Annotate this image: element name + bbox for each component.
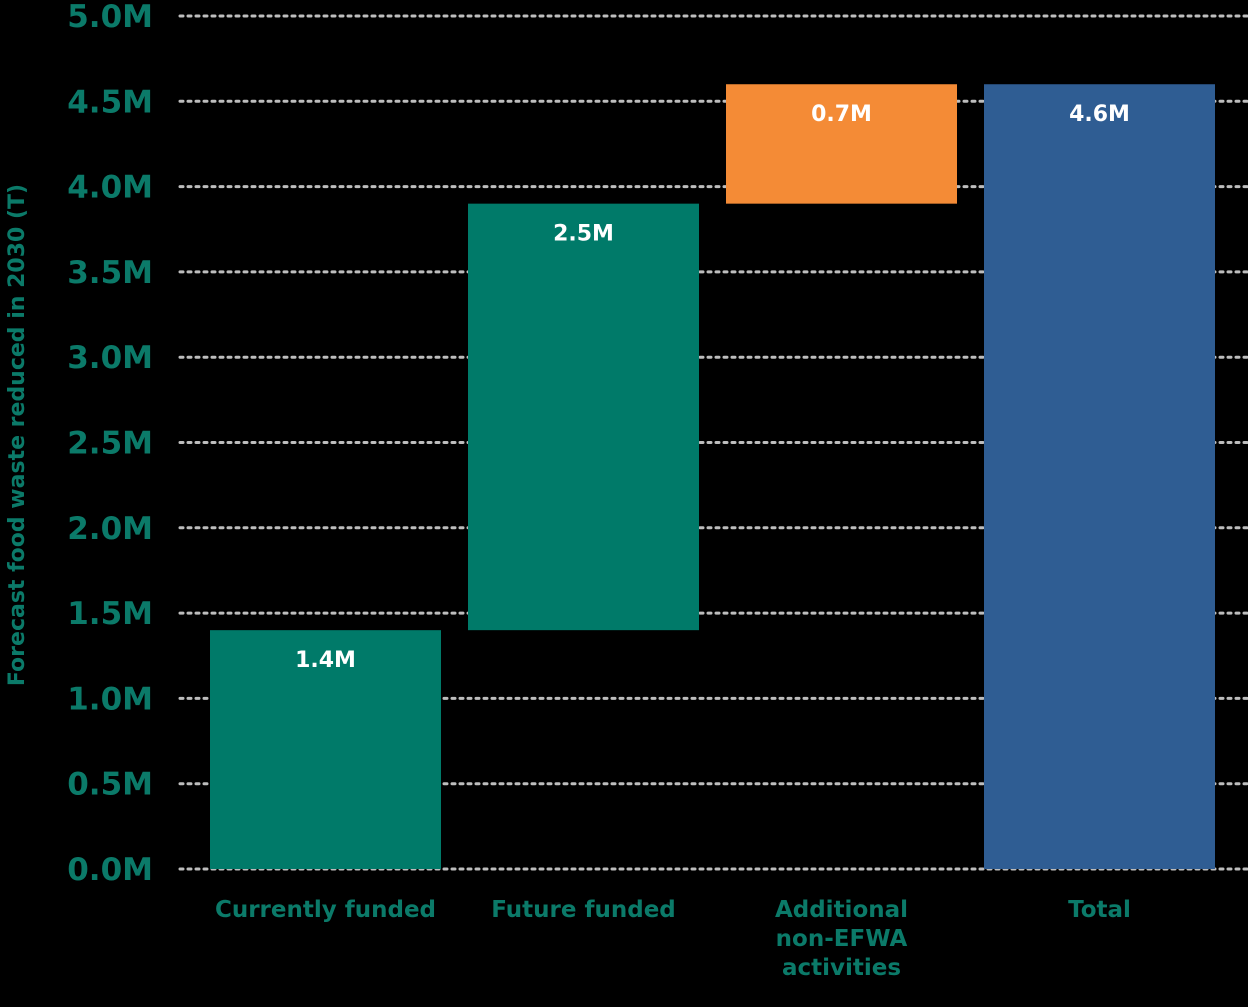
y-tick-label: 2.0M	[67, 511, 153, 547]
y-axis-label: Forecast food waste reduced in 2030 (T)	[5, 184, 30, 686]
x-axis-labels: Currently funded Future funded Additional n…	[215, 897, 1131, 981]
bar-value-label: 1.4M	[295, 648, 356, 673]
category-label: Future funded	[491, 897, 676, 923]
y-tick-label: 0.0M	[67, 852, 153, 888]
y-tick-label: 4.5M	[67, 84, 153, 120]
y-tick-label: 1.5M	[67, 596, 153, 632]
bar	[210, 630, 441, 869]
category-label: Additional non-EFWA activities	[775, 897, 908, 981]
category-label: Total	[1068, 897, 1131, 923]
bar-value-label: 2.5M	[553, 222, 614, 247]
bar	[984, 84, 1215, 870]
y-tick-label: 3.0M	[67, 340, 153, 376]
y-tick-label: 3.5M	[67, 255, 153, 291]
bar-value-label: 4.6M	[1069, 102, 1130, 127]
bar	[726, 84, 957, 204]
bar-value-label: 0.7M	[811, 102, 872, 127]
category-label: Currently funded	[215, 897, 436, 923]
bar	[468, 203, 699, 631]
bars: 1.4M 2.5M 0.7M 4.6M	[210, 84, 1215, 870]
y-tick-label: 0.5M	[67, 767, 153, 803]
y-axis-ticks: 0.0M 0.5M 1.0M 1.5M 2.0M 2.5M 3.0M 3.5M 4.0M 4.5M…	[67, 0, 153, 888]
y-tick-label: 5.0M	[67, 0, 153, 35]
y-tick-label: 1.0M	[67, 681, 153, 717]
y-tick-label: 2.5M	[67, 426, 153, 462]
y-tick-label: 4.0M	[67, 170, 153, 206]
